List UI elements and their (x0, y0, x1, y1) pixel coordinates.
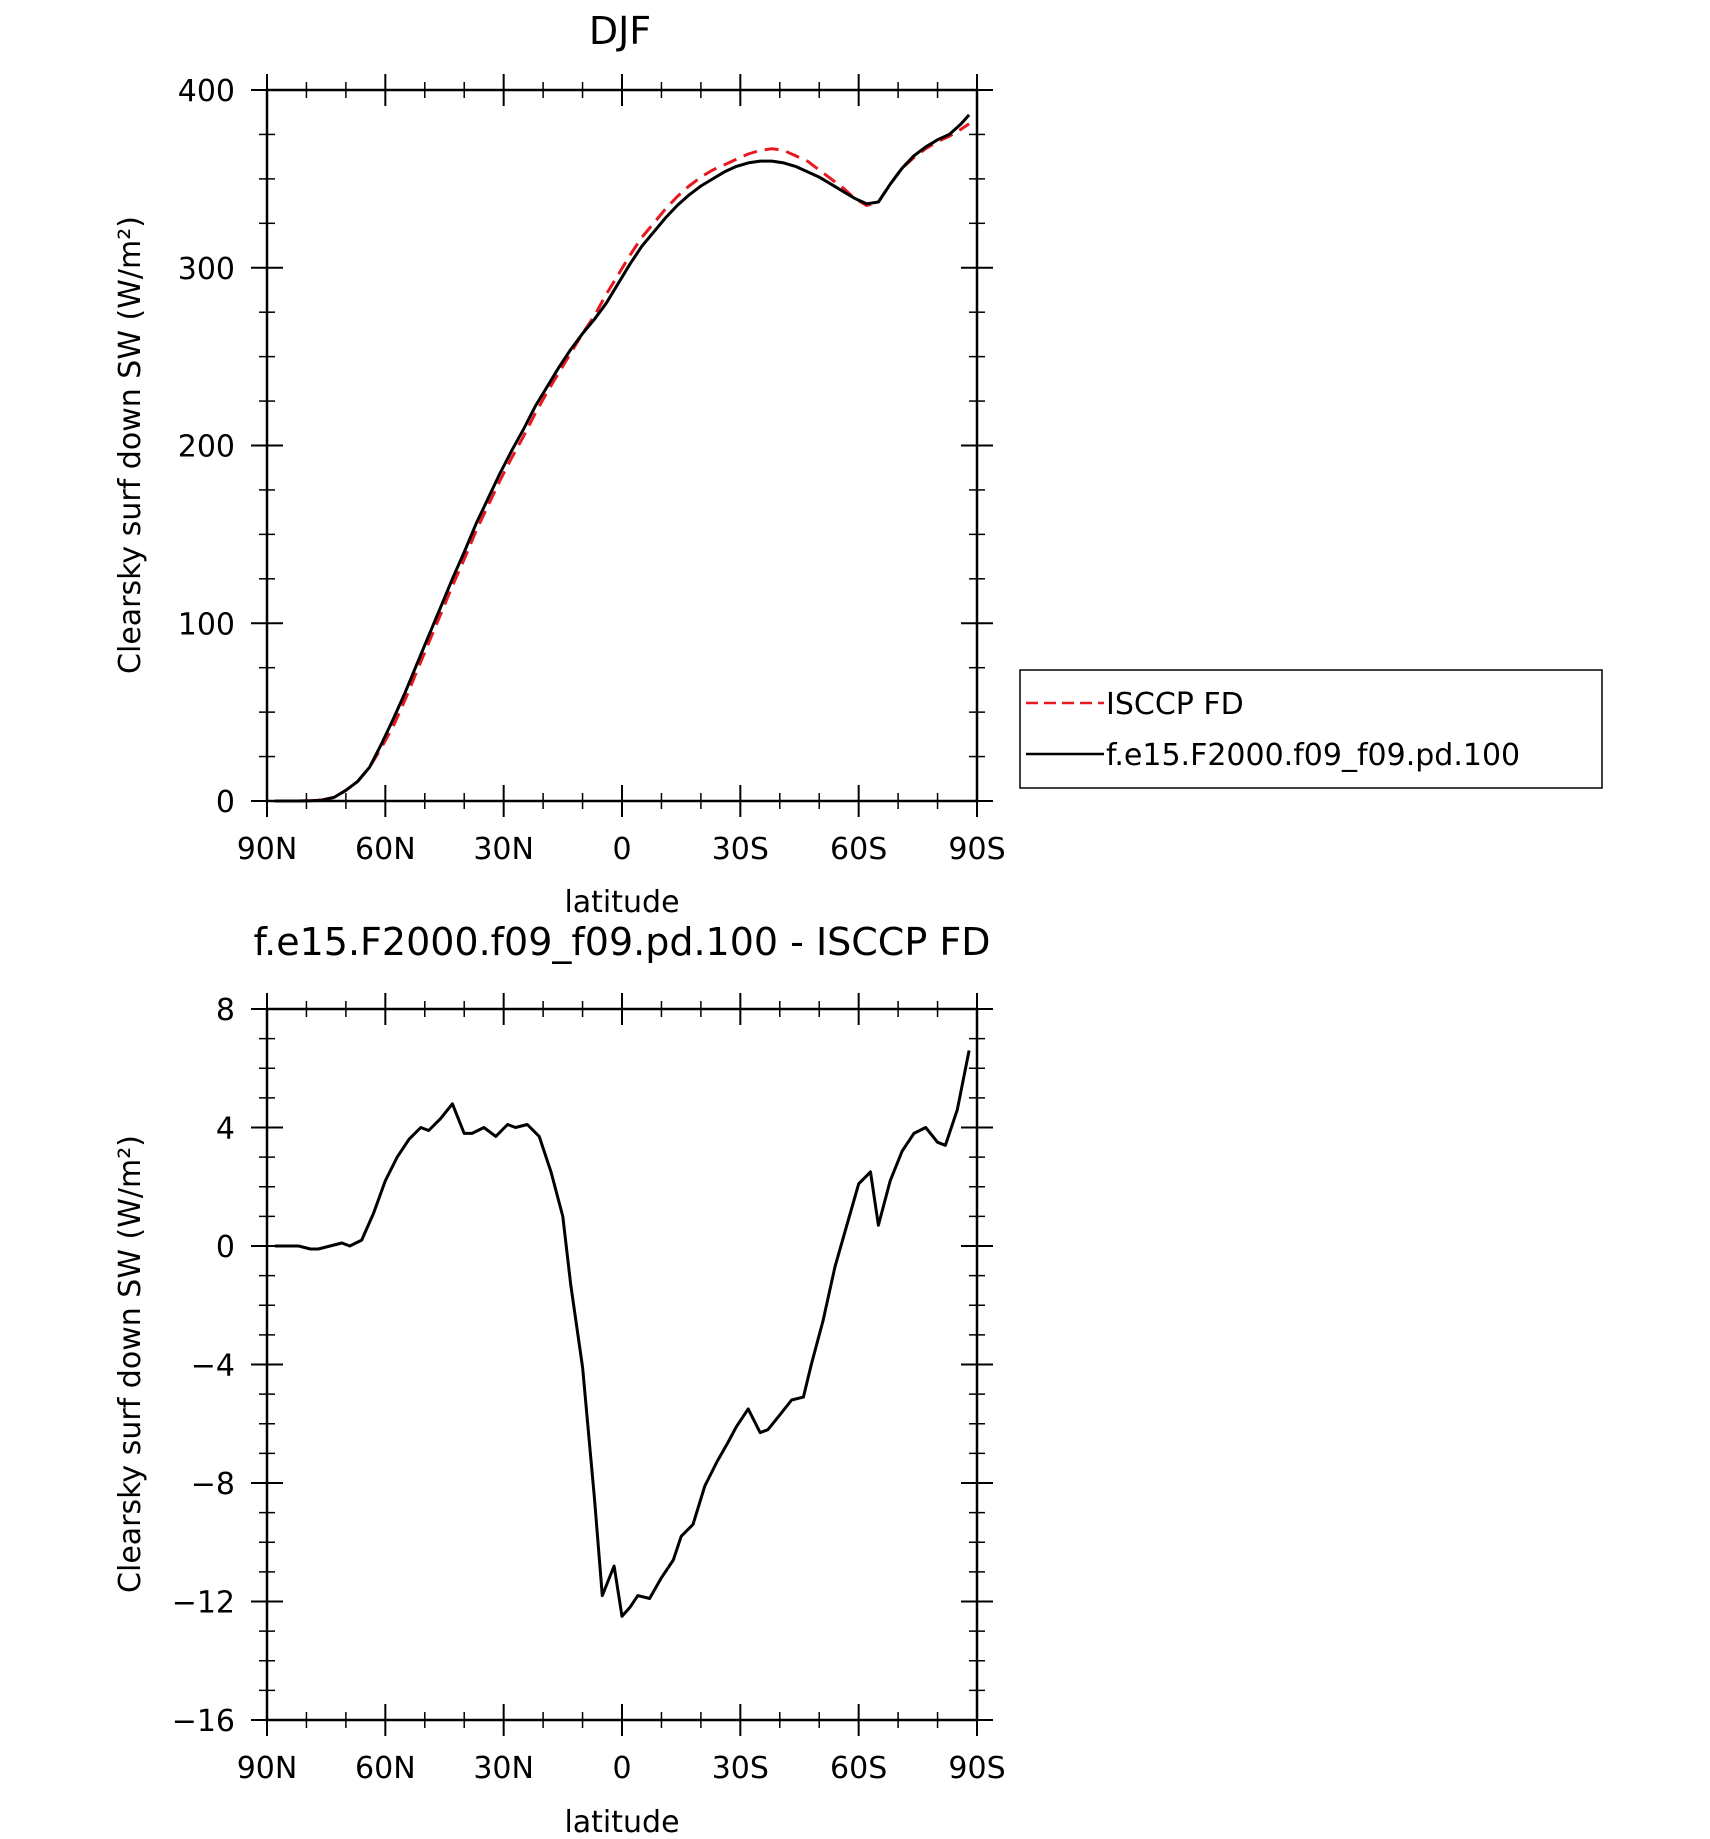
x-tick-label: 60N (355, 1751, 416, 1786)
top-panel-title: DJF (589, 9, 651, 53)
y-tick-label: 400 (178, 74, 235, 109)
isccp-fd-series-line (274, 122, 970, 803)
x-tick-label: 60S (830, 832, 887, 867)
y-tick-label: −4 (191, 1349, 235, 1384)
y-tick-label: −8 (191, 1467, 235, 1502)
y-tick-label: −12 (172, 1586, 235, 1621)
legend-box (1019, 669, 1603, 789)
x-tick-label: 90S (948, 832, 1005, 867)
bottom-ytick-labels: −16 −12 −8 −4 0 4 8 (172, 993, 235, 1739)
top-ytick-labels: 0 100 200 300 400 (178, 74, 235, 820)
top-y-axis-label: Clearsky surf down SW (W/m²) (113, 216, 148, 674)
y-tick-label: 100 (178, 607, 235, 642)
top-plot-frame (265, 88, 979, 803)
y-tick-label: −16 (172, 1704, 235, 1739)
legend-entry-model: f.e15.F2000.f09_f09.pd.100 (1106, 738, 1520, 773)
bottom-series (274, 1050, 971, 1618)
top-x-axis-label: latitude (564, 885, 679, 920)
top-series (274, 113, 971, 803)
y-tick-label: 0 (216, 785, 235, 820)
y-tick-label: 300 (178, 252, 235, 287)
x-tick-label: 0 (612, 832, 631, 867)
x-tick-label: 30S (712, 1751, 769, 1786)
y-tick-label: 0 (216, 1230, 235, 1265)
x-tick-label: 30S (712, 832, 769, 867)
bottom-xtick-labels: 90N 60N 30N 0 30S 60S 90S (237, 1751, 1006, 1786)
bottom-y-axis-label: Clearsky surf down SW (W/m²) (113, 1135, 148, 1593)
model-series-line (274, 113, 971, 803)
x-tick-label: 90N (237, 1751, 298, 1786)
top-panel: DJF 90N 60N 30N 0 30S 60S 90S 0 100 200 300 400 la… (113, 9, 1603, 920)
bottom-ticks (251, 993, 993, 1736)
x-tick-label: 90N (237, 832, 298, 867)
bottom-panel-title: f.e15.F2000.f09_f09.pd.100 - ISCCP FD (254, 920, 991, 964)
x-tick-label: 0 (612, 1751, 631, 1786)
y-tick-label: 8 (216, 993, 235, 1028)
bottom-panel: f.e15.F2000.f09_f09.pd.100 - ISCCP FD 90… (113, 920, 1006, 1839)
x-tick-label: 30N (473, 1751, 534, 1786)
top-xtick-labels: 90N 60N 30N 0 30S 60S 90S (237, 832, 1006, 867)
x-tick-label: 60S (830, 1751, 887, 1786)
y-tick-label: 4 (216, 1112, 235, 1147)
x-tick-label: 60N (355, 832, 416, 867)
x-tick-label: 30N (473, 832, 534, 867)
bottom-x-axis-label: latitude (564, 1805, 679, 1839)
top-ticks (251, 74, 993, 817)
legend: ISCCP FD f.e15.F2000.f09_f09.pd.100 (1019, 669, 1603, 789)
y-tick-label: 200 (178, 430, 235, 465)
legend-entry-isccp: ISCCP FD (1106, 687, 1244, 722)
model-series-line (274, 1050, 971, 1618)
x-tick-label: 90S (948, 1751, 1005, 1786)
